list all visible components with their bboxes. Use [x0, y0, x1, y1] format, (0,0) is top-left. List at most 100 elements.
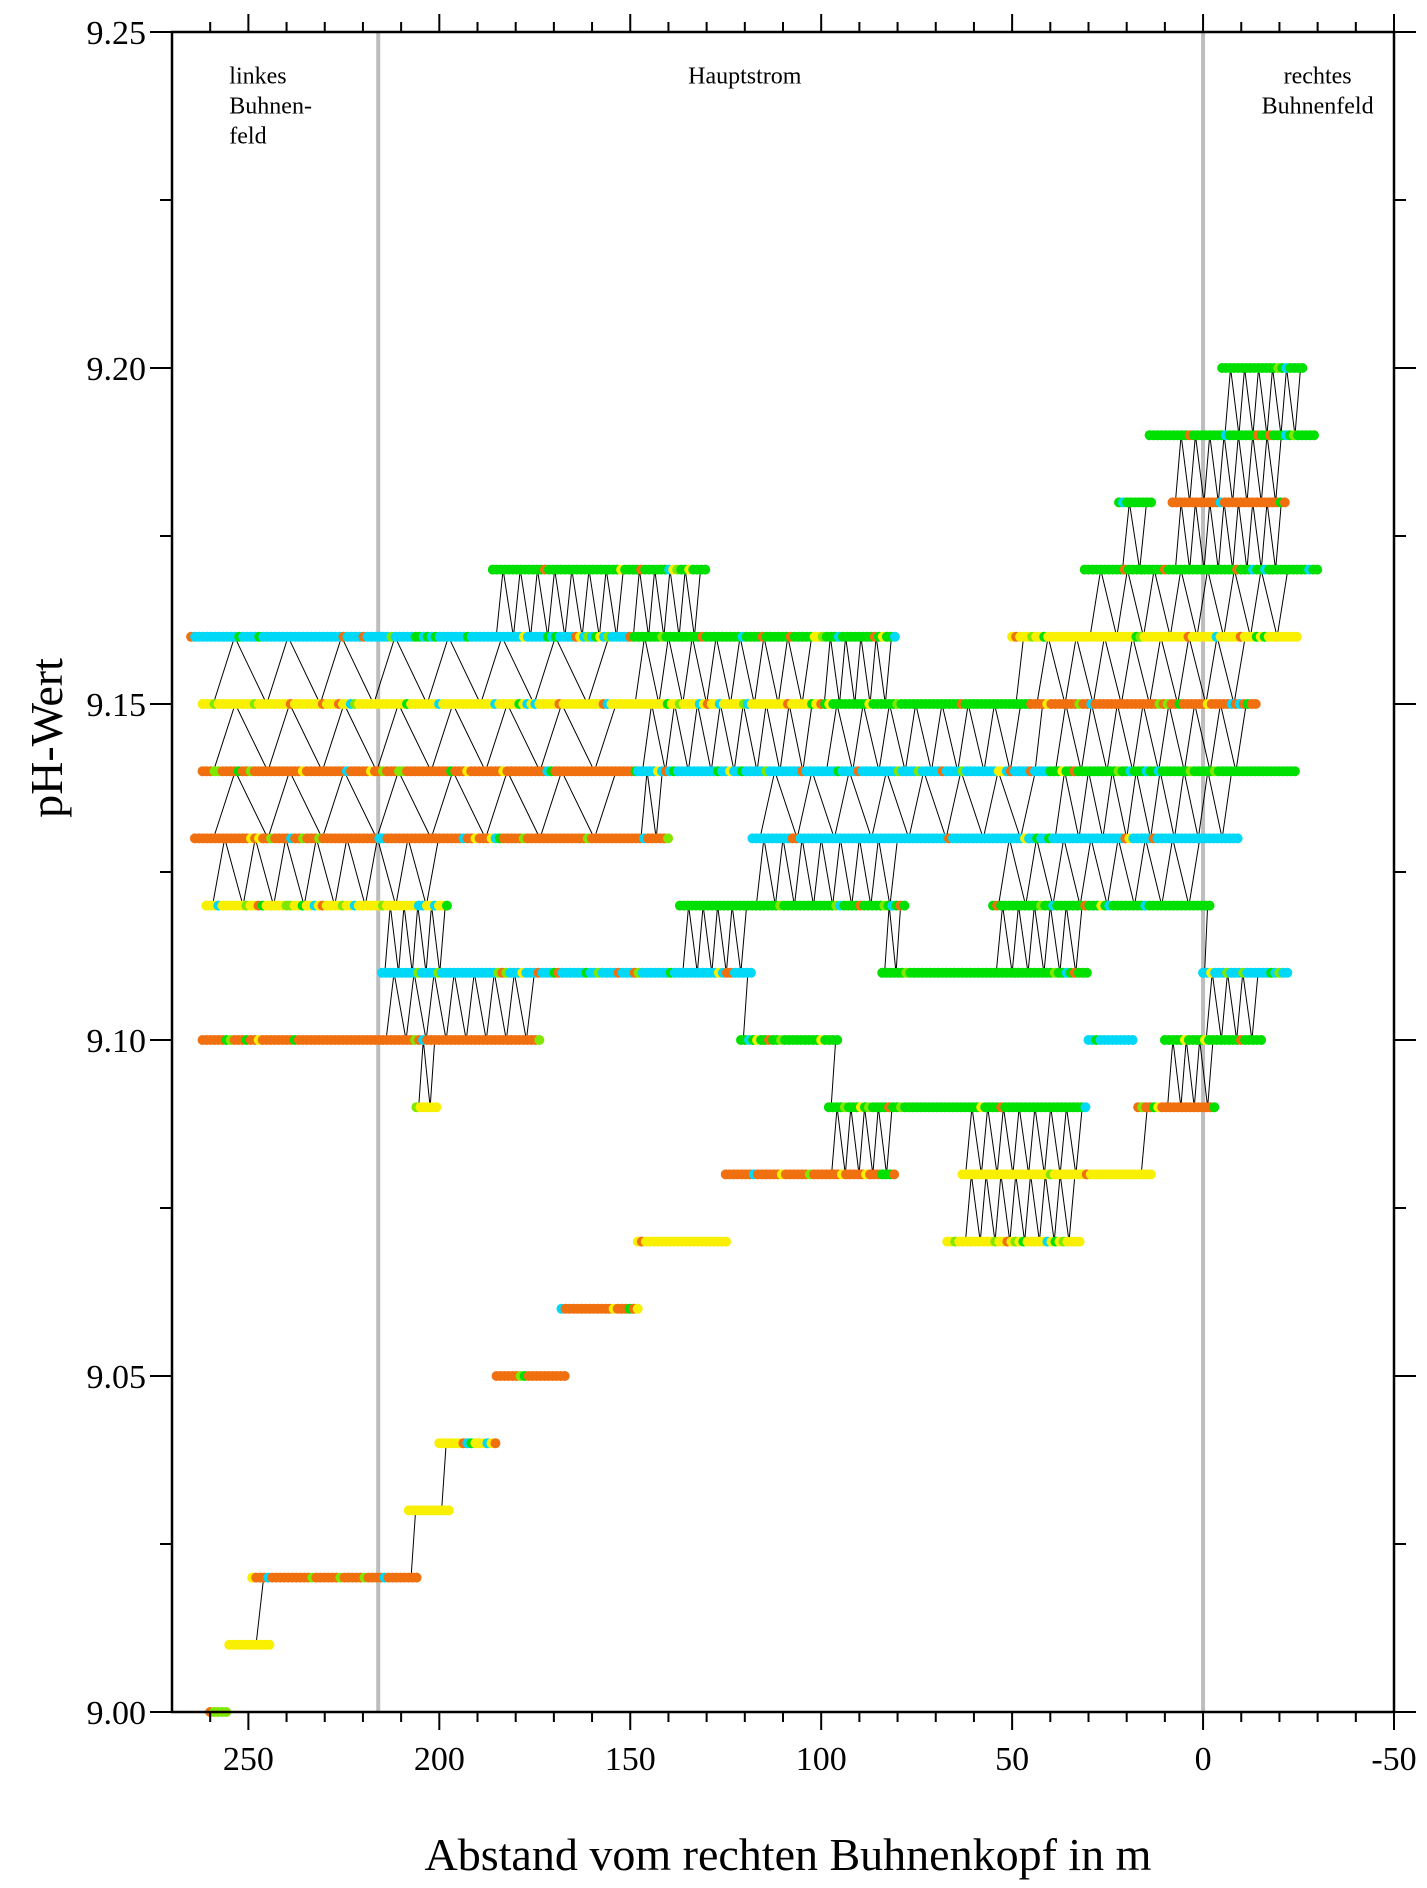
data-point — [1256, 1035, 1267, 1045]
data-point — [899, 900, 910, 911]
region-divider-lines — [376, 32, 1206, 1712]
region-annotations: linkes Buhnen-feld Hauptstrom rechtes Buhnen… — [229, 64, 1373, 150]
data-point — [832, 1035, 843, 1045]
data-point — [663, 833, 674, 844]
connector — [1054, 703, 1247, 772]
connector-lines — [211, 367, 1302, 1645]
data-point — [1074, 1236, 1085, 1247]
x-axis-title: Abstand vom rechten Buhnenkopf in m — [425, 1829, 1152, 1880]
data-point — [745, 967, 756, 978]
data-point — [1145, 1169, 1156, 1180]
connector — [759, 769, 1036, 841]
connector — [995, 905, 1083, 973]
data-point — [632, 1303, 643, 1314]
x-tick-label: 100 — [796, 1741, 847, 1778]
data-point — [1312, 564, 1323, 575]
data-point — [431, 1102, 442, 1113]
data-point — [889, 631, 900, 642]
data-point — [1081, 967, 1092, 978]
data-point — [441, 900, 452, 911]
x-tick-label: 150 — [605, 1741, 656, 1778]
data-point — [1232, 833, 1243, 844]
connector — [441, 1443, 447, 1511]
y-axis-title: pH-Wert — [21, 658, 72, 818]
x-tick-label: -50 — [1371, 1741, 1416, 1778]
data-point — [443, 1505, 454, 1516]
data-point — [534, 1035, 545, 1045]
connector — [830, 1039, 837, 1108]
connector — [1054, 771, 1233, 839]
data-point — [1297, 363, 1308, 373]
y-tick-label: 9.15 — [87, 687, 147, 724]
connector — [742, 972, 749, 1041]
y-tick-label: 9.00 — [87, 1695, 147, 1732]
annotation-line: linkes — [229, 64, 286, 90]
y-tick-label: 9.20 — [87, 351, 147, 388]
y-tick-label: 9.10 — [87, 1023, 147, 1060]
connector — [964, 1174, 1076, 1242]
connector — [212, 702, 617, 773]
annotation-line: Buhnen- — [229, 94, 312, 120]
data-point — [700, 564, 711, 575]
data-point — [721, 1236, 732, 1247]
connector — [1174, 502, 1282, 570]
connector — [634, 636, 813, 705]
connector — [1036, 636, 1246, 705]
annotation-0: linkes Buhnen-feld — [229, 64, 312, 150]
y-tick-label: 9.25 — [87, 15, 147, 52]
connector — [1205, 972, 1259, 1041]
connector — [212, 769, 617, 840]
data-point — [264, 1639, 275, 1650]
annotation-line: Hauptstrom — [688, 64, 802, 90]
connector — [418, 1039, 436, 1108]
y-axis-ticks: 9.00 9.05 9.10 9.15 9.20 9.25 — [87, 15, 1416, 1732]
connector — [1015, 636, 1025, 705]
connector — [640, 771, 663, 839]
connector — [632, 569, 702, 637]
connector — [831, 1107, 893, 1175]
connector — [1034, 703, 1044, 772]
data-point — [1209, 1102, 1220, 1113]
data-point — [1080, 1102, 1091, 1113]
data-point — [1127, 1035, 1138, 1045]
data-point — [1291, 631, 1302, 642]
data-point — [1146, 497, 1157, 508]
annotation-line: feld — [229, 124, 266, 150]
data-point — [1289, 766, 1300, 777]
x-axis-ticks: 250 200 150 100 50 0 -50 — [209, 14, 1417, 1778]
connector — [385, 972, 535, 1041]
connector — [1174, 435, 1282, 503]
connector — [1204, 905, 1209, 973]
connector — [255, 1577, 265, 1645]
connector — [682, 905, 748, 973]
connector — [1167, 1039, 1214, 1108]
y-tick-label: 9.05 — [87, 1359, 147, 1396]
data-point — [1250, 699, 1261, 709]
x-tick-label: 250 — [223, 1741, 274, 1778]
data-point — [889, 1169, 900, 1180]
annotation-line: Buhnenfeld — [1262, 94, 1374, 120]
connector — [825, 703, 1022, 772]
annotation-1: Hauptstrom — [688, 64, 802, 90]
data-point — [1282, 967, 1293, 978]
annotation-2: rechtes Buhnenfeld — [1262, 64, 1374, 120]
data-point — [490, 1438, 501, 1449]
connector — [1121, 502, 1148, 570]
connector — [884, 905, 902, 973]
annotation-line: rechtes — [1284, 64, 1352, 90]
connector — [410, 1510, 417, 1578]
connector — [1140, 1107, 1148, 1175]
connector — [211, 838, 440, 906]
data-point — [1308, 430, 1319, 441]
connector — [755, 838, 899, 906]
connector — [1089, 569, 1289, 637]
data-point — [1279, 497, 1290, 508]
x-tick-label: 200 — [414, 1741, 465, 1778]
data-point — [411, 1572, 422, 1583]
x-tick-label: 0 — [1195, 1741, 1212, 1778]
data-points — [186, 363, 1323, 1717]
connector — [965, 1107, 1083, 1175]
data-point — [1204, 900, 1215, 911]
x-tick-label: 50 — [995, 1741, 1029, 1778]
